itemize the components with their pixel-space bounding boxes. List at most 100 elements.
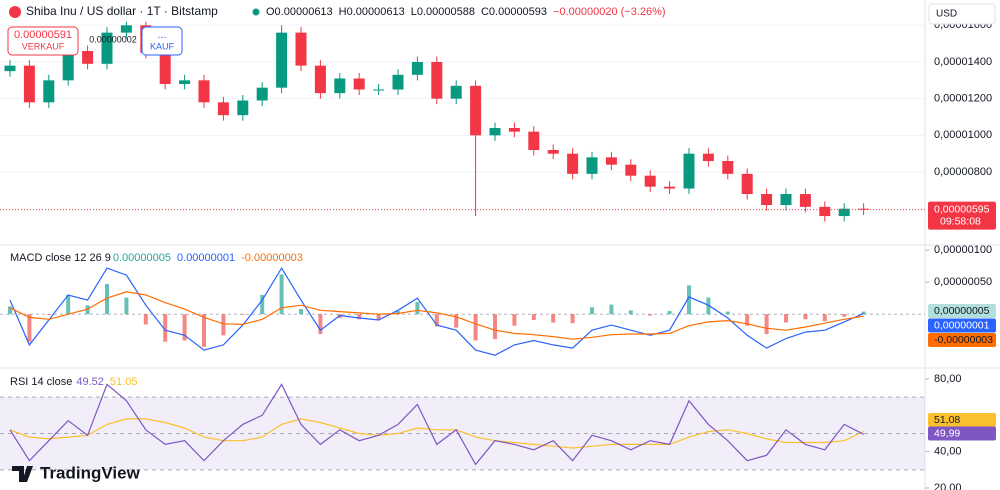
histogram-bar: [376, 314, 381, 320]
axis-tag-bg: [928, 413, 996, 427]
candle-body: [353, 78, 365, 90]
legend-value: 0.00000005: [113, 252, 171, 264]
histogram-bar: [299, 309, 303, 315]
buy-price: ...: [157, 29, 166, 41]
histogram-bar: [318, 314, 323, 335]
symbol-icon: [9, 6, 21, 18]
brand: TradingView: [40, 463, 141, 482]
brand-logo: TradingView: [12, 463, 141, 482]
candle-body: [799, 194, 811, 207]
histogram-bar: [842, 314, 847, 317]
candle-body: [741, 173, 753, 195]
legend-value: 49.52: [76, 376, 104, 388]
histogram-bar: [279, 274, 284, 315]
ohlc-item: H0.00000613: [339, 6, 405, 18]
legend-value: 51.05: [110, 376, 138, 388]
histogram-bar: [454, 314, 459, 328]
buy-button[interactable]: [141, 26, 183, 56]
rsi-line: [9, 418, 864, 449]
histogram-bar: [202, 314, 206, 347]
sell-price: 0.00000591: [14, 29, 72, 41]
candle-body: [858, 208, 870, 210]
candle-body: [644, 175, 656, 187]
histogram-bar: [551, 314, 556, 323]
histogram-bar: [396, 310, 400, 315]
histogram-bar: [66, 294, 71, 315]
candle-body: [586, 157, 598, 174]
countdown: 09:58:08: [940, 215, 981, 227]
candle-body: [101, 32, 113, 64]
histogram-bar: [473, 314, 478, 341]
candle-body: [547, 150, 559, 154]
histogram-bar: [105, 284, 109, 315]
axis-tag: 0,00000005: [934, 305, 990, 317]
histogram-bar: [27, 314, 32, 342]
candle-body: [780, 194, 792, 206]
histogram-bar: [415, 302, 420, 315]
axis-tag: 0,00000001: [934, 319, 990, 331]
histogram-bar: [124, 297, 129, 315]
axis-tag-bg: [928, 333, 996, 347]
currency-button[interactable]: [928, 3, 996, 25]
candle-body: [722, 161, 734, 174]
candle-body: [489, 128, 501, 136]
histogram-bar: [512, 314, 517, 326]
candle-body: [819, 206, 831, 217]
candle-body: [411, 61, 423, 75]
histogram-bar: [648, 314, 653, 316]
histogram-bar: [628, 310, 633, 315]
sell-button[interactable]: [7, 26, 79, 56]
histogram-bar: [687, 285, 691, 315]
histogram-bar: [725, 311, 730, 315]
candle-body: [256, 87, 268, 101]
candle-body: [373, 89, 385, 91]
pane-title: MACD close 12 26 9: [10, 252, 111, 264]
candle-body: [159, 52, 171, 84]
y-tick-label: 0,00000800: [934, 166, 992, 178]
axis-tag: 49,99: [934, 427, 960, 439]
histogram-bar: [163, 314, 168, 342]
last-price-tag: [928, 201, 996, 230]
candle-body: [179, 80, 191, 84]
rsi-line: [9, 383, 864, 466]
y-tick-label: 40,00: [934, 446, 962, 458]
candle-body: [295, 32, 307, 66]
status-dot: [252, 8, 260, 16]
ohlc-item: O0.00000613: [266, 6, 333, 18]
ohlc-item: C0.00000593: [481, 6, 547, 18]
spread: 0.00000002: [89, 34, 137, 44]
y-tick-label: 0,00000100: [934, 244, 992, 256]
candle-body: [4, 65, 16, 72]
candle-body: [334, 78, 346, 94]
y-tick-label: 0,00000050: [934, 276, 992, 288]
pane-title: RSI 14 close: [10, 376, 72, 388]
legend-value: 0.00000001: [177, 252, 235, 264]
y-tick-label: 0,00001400: [934, 56, 992, 68]
y-tick-label: 20,00: [934, 482, 962, 490]
candle-body: [508, 128, 520, 132]
candle-body: [702, 153, 714, 162]
candle-body: [276, 32, 288, 88]
candle-body: [120, 25, 132, 33]
ohlc: O0.00000613 H0.00000613 L0.00000588 C0.0000…: [266, 6, 666, 18]
axis-tag-bg: [928, 304, 996, 318]
histogram-bar: [182, 314, 187, 341]
axis-tag-bg: [928, 318, 996, 333]
y-tick-label: 80,00: [934, 373, 962, 385]
candle-body: [664, 186, 676, 189]
candle-body: [470, 85, 482, 136]
histogram-bar: [434, 314, 439, 327]
y-tick-label: 0,00001000: [934, 129, 992, 141]
candle-body: [82, 50, 94, 64]
histogram-bar: [260, 294, 265, 315]
y-tick-label: 0,00001200: [934, 93, 992, 105]
histogram-bar: [240, 314, 245, 315]
candle-body: [23, 65, 35, 103]
macd-line: [9, 266, 864, 356]
candle-body: [314, 65, 326, 94]
candle-body: [567, 153, 579, 174]
candle-body: [761, 194, 773, 206]
histogram-bar: [143, 314, 148, 325]
plot-layer: 0,000016000,000014000,000012000,00001000…: [0, 8, 996, 490]
buy-label: KAUF: [150, 41, 175, 51]
